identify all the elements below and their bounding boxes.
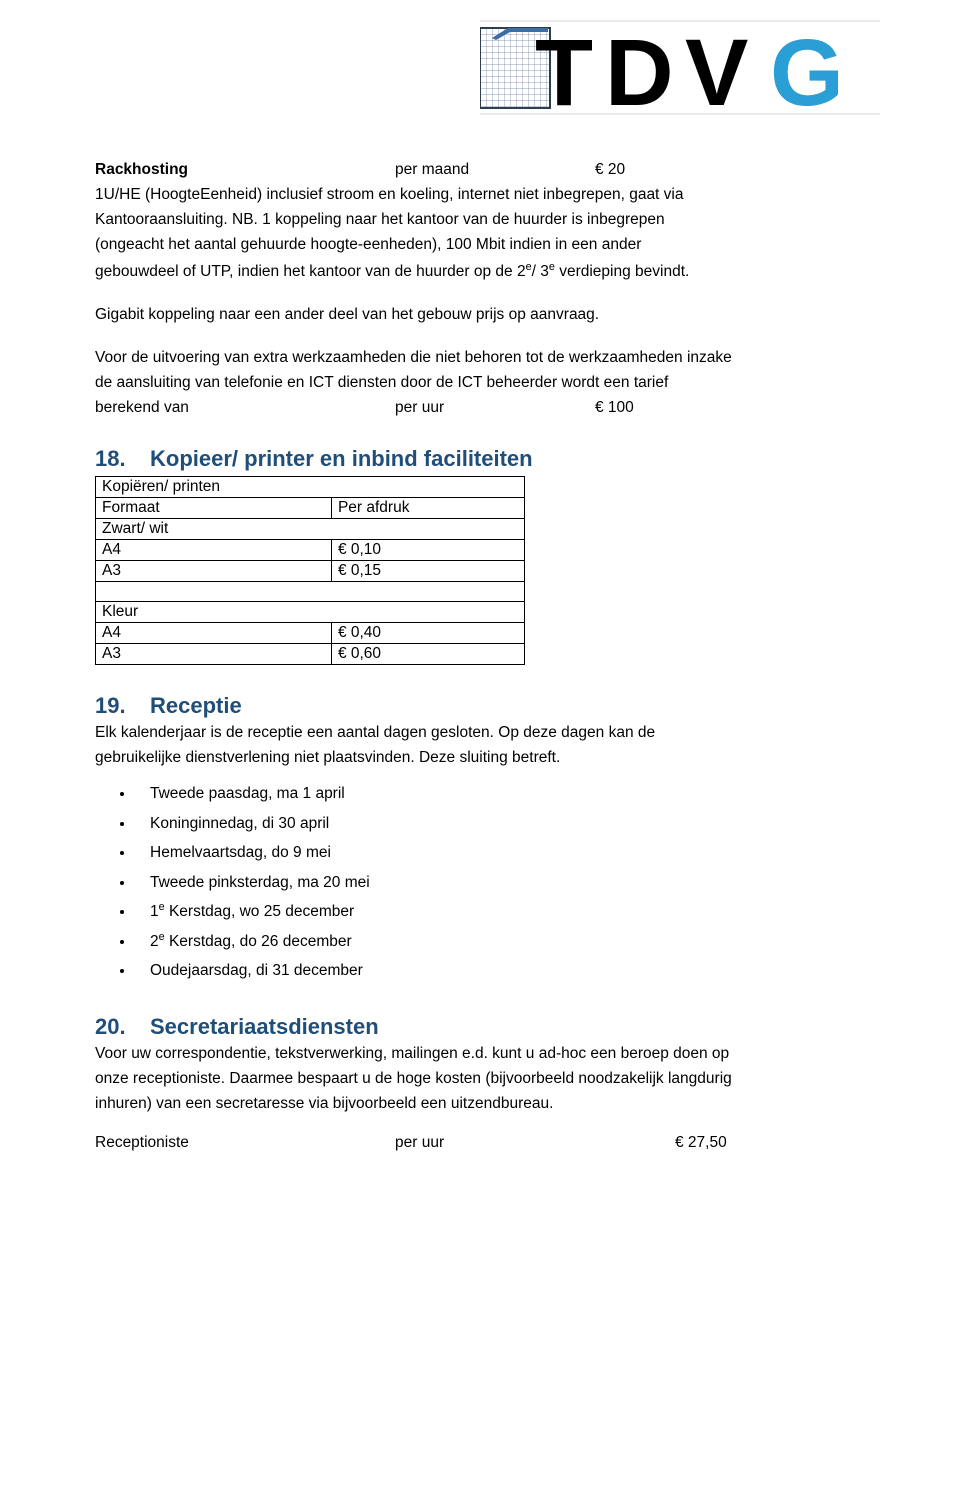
text: NB. 1 koppeling naar het kantoor van de … [232, 211, 665, 228]
receptioniste-price: € 27,50 [675, 1134, 727, 1152]
text: / 3 [532, 263, 549, 280]
section-19-heading: 19.Receptie [95, 693, 880, 719]
table-cell: Zwart/ wit [96, 519, 525, 540]
text: verdieping bevindt. [555, 263, 689, 280]
svg-text:T: T [535, 20, 593, 125]
table-cell: € 0,10 [331, 540, 524, 561]
table-cell: A4 [96, 623, 332, 644]
receptioniste-label: Receptioniste [95, 1134, 395, 1152]
tdvg-logo-icon: T D V G [480, 10, 880, 125]
list-item: Oudejaarsdag, di 31 december [135, 956, 880, 985]
svg-text:D: D [605, 20, 674, 125]
table-cell: Kleur [96, 602, 525, 623]
section-18-heading: 18.Kopieer/ printer en inbind faciliteit… [95, 446, 880, 472]
table-header: Kopiëren/ printen [96, 477, 525, 498]
section-title: Secretariaatsdiensten [150, 1014, 379, 1039]
rackhosting-desc-1: 1U/HE (HoogteEenheid) inclusief stroom e… [95, 185, 880, 206]
text: gebouwdeel of UTP, indien het kantoor va… [95, 263, 526, 280]
table-cell: A3 [96, 644, 332, 665]
rackhosting-price: € 20 [595, 160, 625, 181]
text: Kerstdag, do 26 december [165, 933, 352, 950]
copy-print-table: Kopiëren/ printen Formaat Per afdruk Zwa… [95, 476, 525, 665]
text: Kantooraansluiting. [95, 211, 232, 228]
table-cell: A4 [96, 540, 332, 561]
list-item: 2e Kerstdag, do 26 december [135, 927, 880, 957]
table-spacer [96, 582, 525, 602]
section-title: Receptie [150, 693, 242, 718]
section-num: 19. [95, 693, 150, 719]
text: 2 [150, 933, 159, 950]
closing-days-list: Tweede paasdag, ma 1 april Koninginnedag… [95, 779, 880, 985]
table-cell: Formaat [96, 498, 332, 519]
section-title: Kopieer/ printer en inbind faciliteiten [150, 446, 533, 471]
receptioniste-row: Receptioniste per uur € 27,50 [95, 1134, 880, 1152]
rackhosting-unit: per maand [395, 160, 595, 181]
section-20-heading: 20.Secretariaatsdiensten [95, 1014, 880, 1040]
section-num: 18. [95, 446, 150, 472]
rackhosting-desc-2: Kantooraansluiting. NB. 1 koppeling naar… [95, 210, 880, 231]
s20-p1: Voor uw correspondentie, tekstverwerking… [95, 1044, 880, 1065]
extra-unit: per uur [395, 398, 595, 419]
s20-p3: inhuren) van een secretaresse via bijvoo… [95, 1094, 880, 1115]
rackhosting-title: Rackhosting [95, 160, 395, 181]
list-item: 1e Kerstdag, wo 25 december [135, 897, 880, 927]
s19-intro-1: Elk kalenderjaar is de receptie een aant… [95, 723, 880, 744]
gigabit-line: Gigabit koppeling naar een ander deel va… [95, 305, 880, 326]
logo: T D V G [480, 10, 880, 125]
text: Kerstdag, wo 25 december [165, 903, 355, 920]
rackhosting-desc-3: (ongeacht het aantal gehuurde hoogte-een… [95, 235, 880, 256]
svg-text:G: G [770, 20, 844, 125]
list-item: Hemelvaartsdag, do 9 mei [135, 838, 880, 867]
rackhosting-row: Rackhosting per maand € 20 [95, 160, 880, 181]
list-item: Tweede paasdag, ma 1 april [135, 779, 880, 808]
table-cell: A3 [96, 561, 332, 582]
table-cell: € 0,15 [331, 561, 524, 582]
extra-label: berekend van [95, 398, 395, 419]
extra-2: de aansluiting van telefonie en ICT dien… [95, 373, 880, 394]
table-cell: Per afdruk [331, 498, 524, 519]
s20-p2: onze receptioniste. Daarmee bespaart u d… [95, 1069, 880, 1090]
s19-intro-2: gebruikelijke dienstverlening niet plaat… [95, 748, 880, 769]
table-cell: € 0,60 [331, 644, 524, 665]
receptioniste-unit: per uur [395, 1134, 675, 1152]
extra-1: Voor de uitvoering van extra werkzaamhed… [95, 348, 880, 369]
list-item: Koninginnedag, di 30 april [135, 809, 880, 838]
svg-text:V: V [685, 20, 748, 125]
section-num: 20. [95, 1014, 150, 1040]
list-item: Tweede pinksterdag, ma 20 mei [135, 868, 880, 897]
extra-rate-row: berekend van per uur € 100 [95, 398, 880, 419]
text: 1 [150, 903, 159, 920]
rackhosting-desc-4: gebouwdeel of UTP, indien het kantoor va… [95, 260, 880, 283]
extra-price: € 100 [595, 398, 634, 419]
table-cell: € 0,40 [331, 623, 524, 644]
